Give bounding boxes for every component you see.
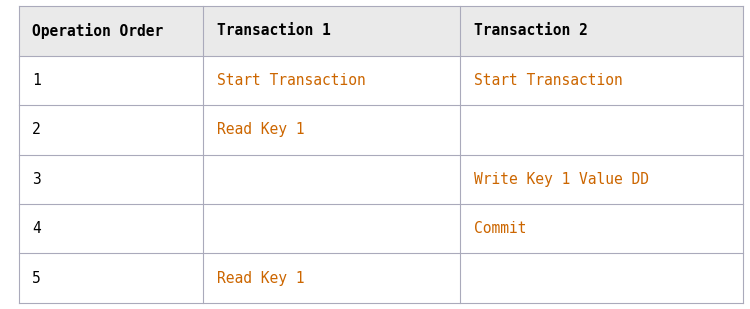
Text: Read Key 1: Read Key 1	[217, 122, 304, 137]
Bar	[460, 204, 742, 253]
Text: Start Transaction: Start Transaction	[474, 73, 622, 88]
Text: 5: 5	[32, 271, 41, 286]
Text: Commit: Commit	[474, 221, 526, 236]
Text: 2: 2	[32, 122, 41, 137]
Bar	[203, 204, 460, 253]
Text: 1: 1	[32, 73, 41, 88]
Bar	[460, 105, 742, 154]
Bar	[203, 105, 460, 154]
Text: Start Transaction: Start Transaction	[217, 73, 365, 88]
Bar	[203, 56, 460, 105]
Bar	[203, 154, 460, 204]
Bar	[19, 253, 203, 303]
Bar	[460, 56, 742, 105]
Bar	[460, 154, 742, 204]
Text: Operation Order: Operation Order	[32, 23, 164, 39]
Bar	[19, 154, 203, 204]
Bar	[203, 253, 460, 303]
Text: Read Key 1: Read Key 1	[217, 271, 304, 286]
Text: 4: 4	[32, 221, 41, 236]
Bar	[19, 56, 203, 105]
Bar	[19, 105, 203, 154]
Text: 3: 3	[32, 172, 41, 187]
Text: Write Key 1 Value DD: Write Key 1 Value DD	[474, 172, 649, 187]
Text: Transaction 2: Transaction 2	[474, 23, 587, 38]
Text: Transaction 1: Transaction 1	[217, 23, 331, 38]
Bar	[203, 6, 460, 56]
Bar	[19, 6, 203, 56]
Bar	[19, 204, 203, 253]
Bar	[460, 253, 742, 303]
Bar	[460, 6, 742, 56]
